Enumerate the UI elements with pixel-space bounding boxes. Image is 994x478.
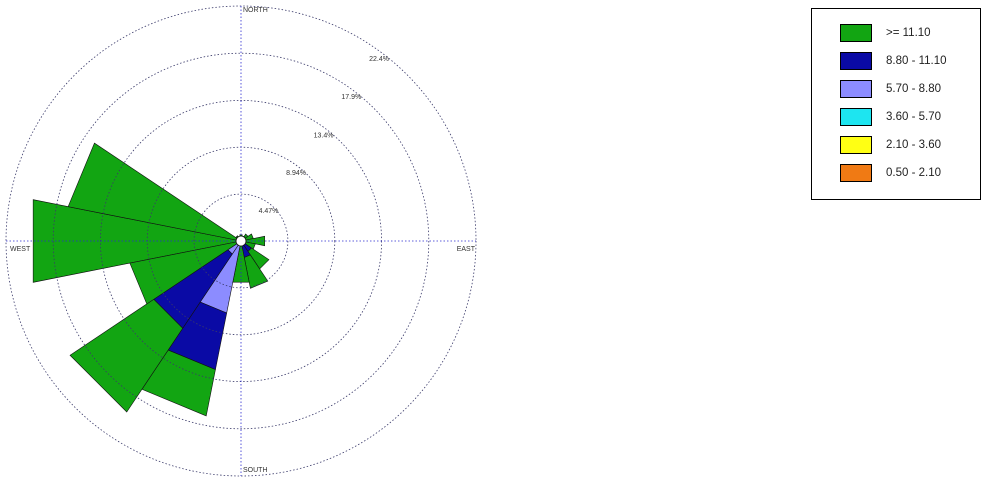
labels-layer: 4.47% 8.94% 13.4% 17.9% 22.4% NORTH EAST SOUTH W… — [8, 7, 476, 474]
legend-swatch — [840, 24, 872, 42]
ring-label: 17.9% — [341, 94, 361, 101]
legend-label: 0.50 - 2.10 — [886, 167, 941, 179]
rose-sector-wsw — [129, 240, 242, 305]
legend-swatch — [840, 164, 872, 182]
legend-item: >= 11.10 — [840, 23, 931, 43]
ring-label: 22.4% — [369, 56, 389, 63]
legend-label: >= 11.10 — [886, 27, 931, 39]
legend-item: 8.80 - 11.10 — [840, 51, 947, 71]
direction-label-west: WEST — [10, 246, 31, 253]
legend-swatch — [840, 108, 872, 126]
calm-circle — [235, 235, 247, 247]
legend: >= 11.10 8.80 - 11.10 5.70 - 8.80 3.60 -… — [811, 8, 981, 200]
grid-layer — [5, 5, 477, 477]
direction-label-bg — [8, 244, 30, 253]
ring-label: 8.94% — [286, 170, 306, 177]
legend-swatch — [840, 52, 872, 70]
legend-item: 3.60 - 5.70 — [840, 107, 941, 127]
legend-label: 5.70 - 8.80 — [886, 83, 941, 95]
direction-label-south: SOUTH — [243, 467, 268, 474]
legend-swatch — [840, 136, 872, 154]
legend-label: 3.60 - 5.70 — [886, 111, 941, 123]
grid-ring — [52, 52, 430, 430]
ring-label: 13.4% — [314, 132, 334, 139]
grid-ring — [193, 193, 289, 289]
rose-sector-sw — [69, 298, 184, 413]
legend-item: 5.70 - 8.80 — [840, 79, 941, 99]
legend-item: 0.50 - 2.10 — [840, 163, 941, 183]
direction-label-north: NORTH — [243, 7, 268, 14]
legend-item: 2.10 - 3.60 — [840, 135, 941, 155]
rose-sector-wnw — [67, 142, 242, 242]
direction-label-east: EAST — [457, 246, 476, 253]
sectors-layer — [32, 142, 270, 417]
legend-label: 8.80 - 11.10 — [886, 55, 947, 67]
legend-label: 2.10 - 3.60 — [886, 139, 941, 151]
ring-label: 4.47% — [259, 208, 279, 215]
legend-swatch — [840, 80, 872, 98]
rose-sector-sse — [243, 254, 269, 289]
